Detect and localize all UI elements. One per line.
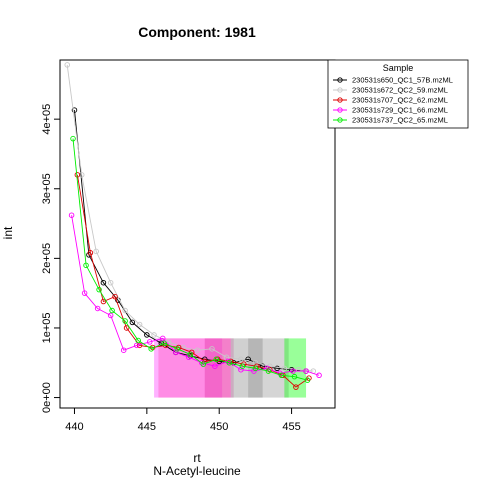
series-3-point-14 xyxy=(251,368,257,374)
legend-marker-0 xyxy=(337,77,343,83)
plot-area xyxy=(64,62,322,398)
series-3-point-18 xyxy=(303,368,309,374)
series-1-point-3 xyxy=(107,279,114,286)
series-3-point-11 xyxy=(212,363,218,369)
series-1-point-6 xyxy=(151,332,157,338)
series-1-point-12 xyxy=(238,356,244,363)
legend-label-0: 230531s650_QC1_57B.mzML xyxy=(352,76,453,85)
series-3-point-17 xyxy=(290,368,296,374)
y-tick-label-0: 0e+00 xyxy=(41,382,53,413)
series-1-point-10 xyxy=(209,346,215,352)
legend-label-4: 230531s737_QC2_65.mzML xyxy=(352,116,448,125)
series-1-point-4 xyxy=(122,307,128,314)
series-4-point-16 xyxy=(278,372,285,379)
legend-marker-1 xyxy=(337,87,343,93)
y-tick-label-4: 4e+05 xyxy=(41,104,53,135)
series-0-point-15 xyxy=(288,366,295,373)
series-0-point-12 xyxy=(245,356,251,363)
series-4-point-1 xyxy=(83,262,89,269)
x-tick-label-3: 455 xyxy=(282,421,300,433)
legend-label-2: 230531s707_QC2_62.mzML xyxy=(352,96,448,105)
series-3-point-3 xyxy=(107,312,114,319)
legend-label-3: 230531s729_QC1_66.mzML xyxy=(352,106,448,115)
series-1-point-5 xyxy=(136,321,143,328)
series-line-1 xyxy=(66,64,314,372)
series-1-point-0 xyxy=(64,62,70,68)
series-3-point-2 xyxy=(94,305,101,312)
series-2-point-4 xyxy=(123,325,130,331)
series-3-point-13 xyxy=(238,366,244,373)
series-4-point-8 xyxy=(174,346,180,352)
series-4-point-11 xyxy=(213,356,220,363)
series-3-point-10 xyxy=(199,360,205,366)
series-3-point-7 xyxy=(160,335,166,342)
series-4-point-10 xyxy=(200,361,207,367)
series-3-point-4 xyxy=(120,347,127,353)
y-tick-label-2: 2e+05 xyxy=(41,243,53,274)
series-line-4 xyxy=(72,138,308,381)
x-tick-label-0: 440 xyxy=(65,421,83,433)
series-4-point-9 xyxy=(187,351,194,358)
y-tick-label-3: 3e+05 xyxy=(41,173,53,204)
series-2-point-1 xyxy=(87,250,94,256)
series-2-point-2 xyxy=(100,298,107,305)
y-axis-title: int xyxy=(1,226,15,239)
series-1-point-2 xyxy=(93,248,99,255)
series-0-point-14 xyxy=(274,365,280,372)
series-3-point-6 xyxy=(146,339,153,345)
shaded-region-5 xyxy=(284,338,307,398)
legend-marker-4 xyxy=(337,117,343,123)
legend: Sample 230531s650_QC1_57B.mzML230531s672… xyxy=(327,59,469,129)
series-3-point-0 xyxy=(68,212,75,218)
series-4-point-4 xyxy=(122,318,128,324)
series-0-point-5 xyxy=(144,332,150,338)
series-4-point-6 xyxy=(148,346,154,352)
series-4-point-0 xyxy=(70,135,76,142)
x-axis-subtitle: N-Acetyl-leucine xyxy=(153,464,241,478)
legend-items: 230531s650_QC1_57B.mzML230531s672_QC2_59… xyxy=(333,76,453,125)
legend-label-1: 230531s672_QC2_59.mzML xyxy=(352,86,448,95)
series-3-point-9 xyxy=(186,354,192,360)
series-3-point-19 xyxy=(316,372,322,379)
y-tick-label-1: 1e+05 xyxy=(41,313,53,344)
y-axis: 0e+00 1e+05 2e+05 3e+05 4e+05 xyxy=(41,104,61,413)
shaded-region-1 xyxy=(158,338,231,398)
series-1-point-16 xyxy=(296,366,302,373)
series-1-point-13 xyxy=(252,360,259,366)
legend-title: Sample xyxy=(383,63,414,73)
series-4-point-18 xyxy=(304,377,311,383)
series-line-0 xyxy=(74,110,307,372)
series-4-point-12 xyxy=(226,360,233,366)
series-4-point-14 xyxy=(252,365,259,372)
series-4-point-3 xyxy=(109,307,115,314)
series-0-point-0 xyxy=(71,107,78,113)
series-4-point-13 xyxy=(239,363,246,369)
series-4-point-15 xyxy=(265,368,272,374)
x-axis: 440 445 450 455 xyxy=(65,407,301,433)
shaded-region-2 xyxy=(204,338,234,398)
series-0-point-4 xyxy=(129,319,136,326)
legend-marker-2 xyxy=(337,97,343,103)
series-1-point-9 xyxy=(194,347,201,353)
x-axis-title: rt xyxy=(193,451,201,465)
series-1-point-15 xyxy=(281,365,288,372)
series-3-point-5 xyxy=(133,342,140,349)
x-tick-label-1: 445 xyxy=(138,421,156,433)
legend-box xyxy=(327,59,469,129)
series-4-point-17 xyxy=(291,373,298,380)
legend-marker-3 xyxy=(337,107,343,113)
series-0-point-2 xyxy=(100,279,107,286)
x-tick-label-2: 450 xyxy=(210,421,228,433)
series-2-point-3 xyxy=(112,293,118,300)
series-4-point-5 xyxy=(135,337,141,344)
chart-title: Component: 1981 xyxy=(138,24,256,40)
series-3-point-1 xyxy=(81,290,88,296)
series-2-point-17 xyxy=(293,384,299,390)
series-4-point-7 xyxy=(161,340,167,347)
series-0-point-13 xyxy=(259,363,266,369)
series-4-point-2 xyxy=(96,286,102,293)
series-3-point-8 xyxy=(173,349,179,356)
